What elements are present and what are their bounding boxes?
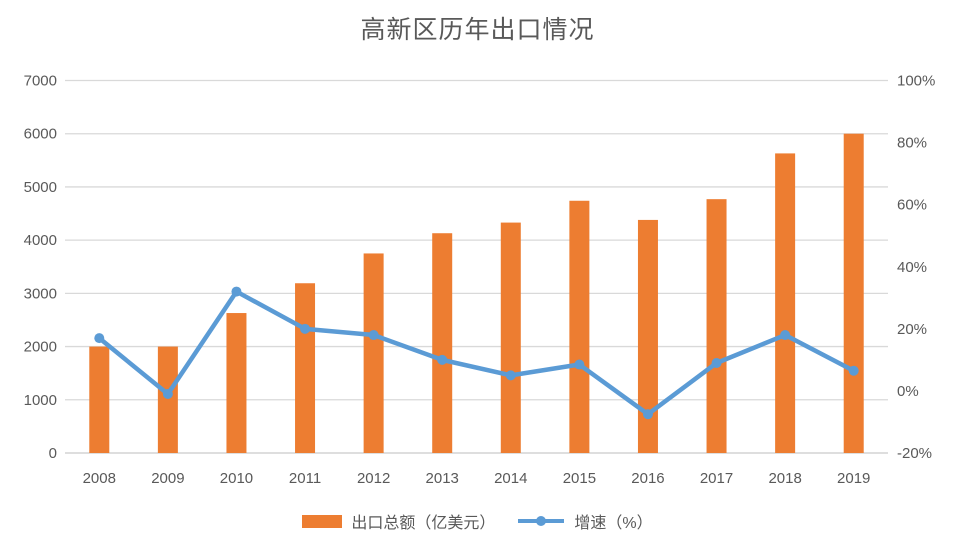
bar-2008 (89, 346, 110, 453)
marker-2010 (231, 286, 242, 297)
left-axis-tick-0: 0 (49, 445, 57, 462)
x-axis-label-2016: 2016 (631, 470, 664, 487)
bar-2010 (226, 313, 247, 453)
x-axis-label-2013: 2013 (426, 470, 459, 487)
x-axis-label-2008: 2008 (83, 470, 116, 487)
marker-2018 (780, 330, 791, 341)
marker-2014 (505, 370, 516, 381)
bar-2012 (363, 253, 384, 453)
legend-label-growth: 增速（%） (574, 515, 653, 532)
right-axis-tick--20: -20% (897, 445, 932, 462)
right-axis-tick-60: 60% (897, 197, 927, 214)
marker-2019 (848, 365, 859, 376)
bar-2009 (157, 346, 178, 453)
x-axis-label-2009: 2009 (151, 470, 184, 487)
right-axis-tick-40: 40% (897, 259, 927, 276)
bar-2011 (295, 283, 316, 453)
bar-2019 (843, 133, 864, 453)
marker-2015 (574, 359, 585, 370)
bar-2018 (775, 153, 796, 453)
bar-2017 (706, 199, 727, 453)
marker-2016 (642, 409, 653, 420)
x-axis-label-2010: 2010 (220, 470, 253, 487)
left-axis-tick-5000: 5000 (24, 179, 57, 196)
right-axis-tick-80: 80% (897, 135, 927, 152)
growth-line (97, 289, 856, 417)
bar-2016 (637, 219, 658, 453)
marker-2012 (368, 330, 379, 341)
bar-series-swatch (302, 514, 343, 528)
legend: 出口总额（亿美元） 增速（%） (0, 509, 955, 533)
right-axis-tick-20: 20% (897, 321, 927, 338)
marker-2008 (94, 333, 105, 344)
right-axis-tick-0: 0% (897, 383, 919, 400)
line-series-swatch (518, 516, 565, 526)
marker-2017 (711, 357, 722, 368)
left-axis-tick-4000: 4000 (24, 232, 57, 249)
x-axis-label-2015: 2015 (563, 470, 596, 487)
marker-2009 (162, 389, 173, 400)
left-axis-tick-6000: 6000 (24, 126, 57, 143)
bar-2013 (432, 233, 453, 453)
x-axis-label-2018: 2018 (768, 470, 801, 487)
left-axis-tick-2000: 2000 (24, 339, 57, 356)
marker-2011 (300, 323, 311, 334)
marker-2013 (437, 354, 448, 365)
x-axis-label-2011: 2011 (289, 470, 321, 487)
bar-2015 (569, 200, 590, 453)
left-axis-tick-7000: 7000 (24, 73, 57, 90)
left-axis-tick-3000: 3000 (24, 285, 57, 302)
right-axis-tick-100: 100% (897, 73, 935, 90)
bar-2014 (500, 222, 521, 453)
left-axis-tick-1000: 1000 (24, 392, 57, 409)
chart-title: 高新区历年出口情况 (360, 15, 595, 44)
x-axis-label-2019: 2019 (837, 470, 870, 487)
x-axis-label-2017: 2017 (700, 470, 733, 487)
legend-label-exports: 出口总额（亿美元） (351, 515, 496, 532)
x-axis-label-2014: 2014 (494, 470, 527, 487)
x-axis-label-2012: 2012 (357, 470, 390, 487)
